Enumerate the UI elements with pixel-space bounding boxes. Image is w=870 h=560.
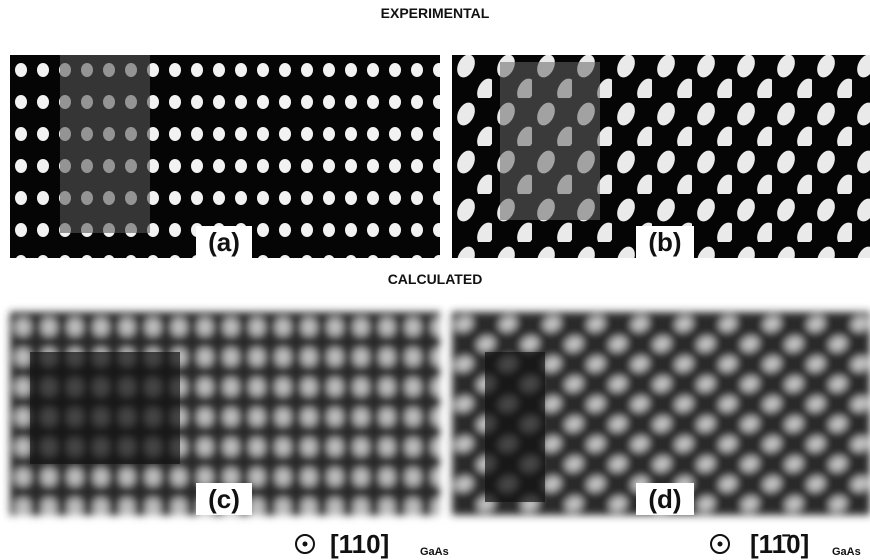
heading: CALCULATED bbox=[388, 271, 483, 287]
panel-label: (b) bbox=[648, 227, 681, 257]
direction: [11̄0] bbox=[750, 529, 809, 559]
panel-d: (d) bbox=[452, 312, 870, 515]
panel-label: (c) bbox=[208, 484, 240, 514]
panel-label: (a) bbox=[208, 227, 240, 257]
panel-label: (d) bbox=[648, 484, 681, 514]
panel-b: (b) bbox=[452, 55, 870, 258]
subscript: GaAs bbox=[420, 546, 449, 558]
panel-c: (c) bbox=[10, 312, 440, 515]
subscript: GaAs bbox=[832, 546, 861, 558]
figure: EXPERIMENTAL (a) (b) CALCULATED (c) (d) … bbox=[0, 0, 870, 560]
panel-a: (a) bbox=[10, 55, 440, 258]
orientation-left: [110] GaAs bbox=[296, 529, 449, 559]
heading: EXPERIMENTAL bbox=[381, 5, 490, 21]
orientation-right: [11̄0] GaAs bbox=[711, 529, 861, 559]
direction: [110] bbox=[330, 529, 389, 559]
